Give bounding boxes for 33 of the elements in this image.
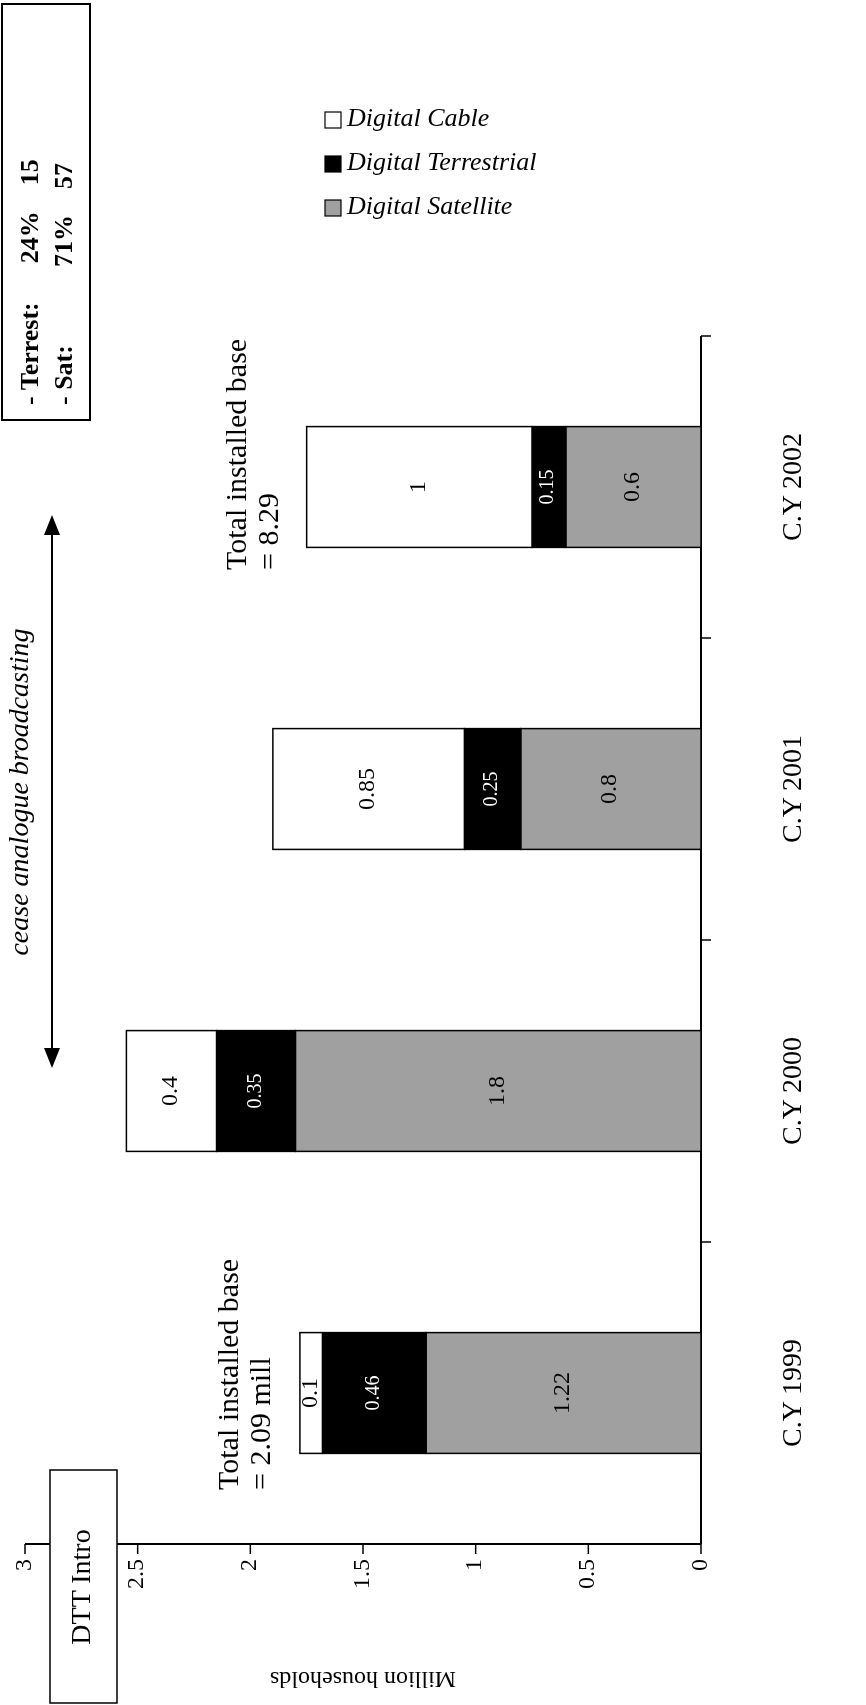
data-label: 0.15 [535, 469, 558, 505]
annotation: cease analogue broadcasting [3, 628, 35, 956]
x-tick-label: 1.5 [347, 1559, 374, 1589]
y-tick-label: C.Y 2000 [776, 1037, 808, 1145]
data-label: 0.1 [295, 1378, 322, 1408]
data-label: 1.22 [548, 1372, 575, 1414]
x-tick-label: 2 [234, 1559, 261, 1571]
data-label: 1.8 [482, 1076, 509, 1106]
legend-label: Digital Satellite [346, 190, 513, 220]
annotation: Total installed base = 2.09 mill [211, 1258, 276, 1490]
annotation: - Sat: 71% 57 [48, 163, 78, 405]
y-tick-label: C.Y 2002 [776, 433, 808, 541]
x-tick-label: 1 [460, 1559, 487, 1571]
data-label: 0.35 [242, 1073, 265, 1109]
data-label: 0.85 [353, 768, 380, 810]
x-tick-label: 2.5 [122, 1559, 149, 1589]
annotation: Total installed base = 8.29 [219, 338, 284, 570]
x-tick-label: 0.5 [572, 1559, 599, 1589]
y-tick-label: C.Y 2001 [776, 735, 808, 843]
annotation: DTT Intro [65, 1529, 97, 1645]
annotation: - Terrest: 24% 15 [14, 159, 44, 405]
data-label: 0.8 [595, 774, 622, 804]
legend-label: Digital Terrestrial [346, 146, 537, 176]
x-tick-label: 3 [9, 1559, 36, 1571]
y-tick-label: C.Y 1999 [776, 1339, 808, 1447]
legend-label: Digital Cable [346, 102, 490, 132]
x-axis-title: Million households [269, 1666, 457, 1693]
data-label: 0.4 [155, 1076, 182, 1106]
data-label: 0.46 [360, 1375, 383, 1411]
data-label: 0.6 [617, 472, 644, 502]
data-label: 0.25 [479, 771, 502, 807]
x-tick-label: 0 [685, 1559, 712, 1571]
data-label: 1 [403, 481, 430, 493]
